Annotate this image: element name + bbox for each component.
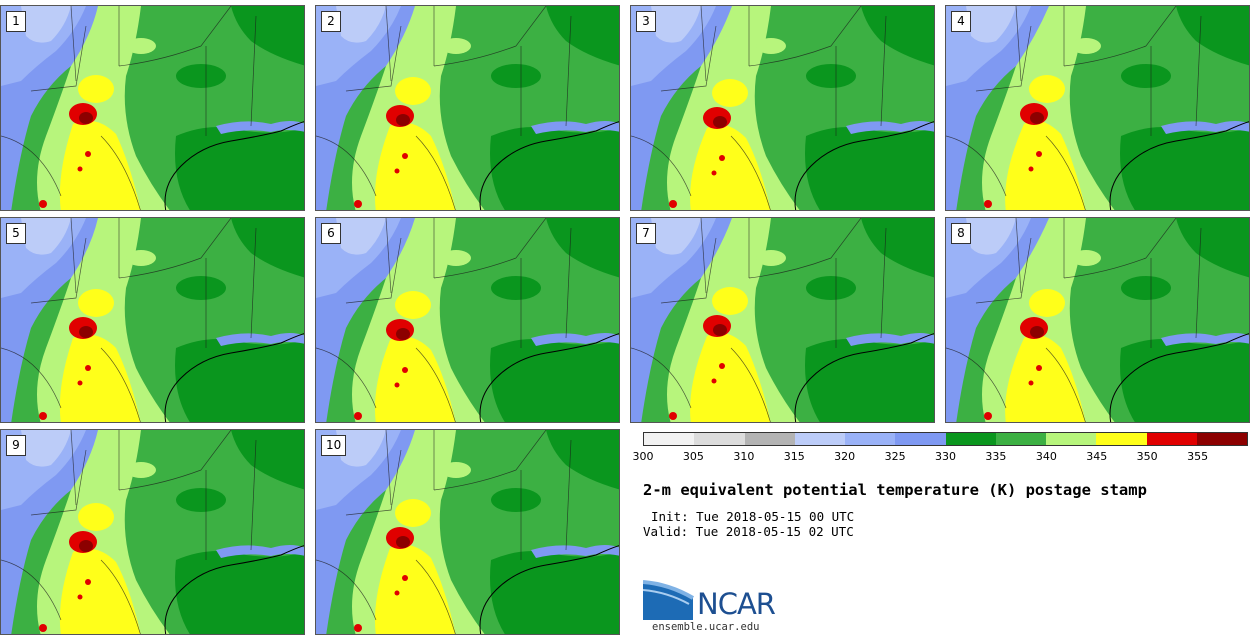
panel-label: 9 bbox=[6, 435, 26, 456]
map-image bbox=[316, 6, 619, 210]
map-image bbox=[946, 218, 1249, 422]
panel-label: 1 bbox=[6, 11, 26, 32]
panel-label: 4 bbox=[951, 11, 971, 32]
colorbar-tick-label: 330 bbox=[935, 450, 956, 463]
logo-url: ensemble.ucar.edu bbox=[652, 621, 760, 633]
colorbar-segment bbox=[895, 433, 946, 445]
map-panel: 4 bbox=[945, 5, 1250, 211]
map-image bbox=[1, 6, 304, 210]
colorbar-segment bbox=[1096, 433, 1147, 445]
map-image bbox=[1, 218, 304, 422]
panel-label: 8 bbox=[951, 223, 971, 244]
map-panel: 6 bbox=[315, 217, 620, 423]
colorbar-tick-label: 300 bbox=[632, 450, 654, 463]
init-time: Init: Tue 2018-05-15 00 UTC bbox=[651, 509, 855, 524]
map-panel: 7 bbox=[630, 217, 935, 423]
colorbar-segment bbox=[794, 433, 845, 445]
colorbar-segment bbox=[644, 433, 695, 445]
map-image bbox=[631, 218, 934, 422]
map-panel: 1 bbox=[0, 5, 305, 211]
colorbar-tick-label: 355 bbox=[1187, 450, 1209, 463]
logo-wordmark: NCAR bbox=[697, 587, 776, 621]
colorbar-ticks: 300 305 310 315 320 325 330 335 340 345 350 355 bbox=[633, 450, 1248, 466]
colorbar-segment bbox=[1146, 433, 1197, 445]
colorbar-tick-label: 305 bbox=[682, 450, 704, 463]
panel-label: 2 bbox=[321, 11, 341, 32]
map-panel: 8 bbox=[945, 217, 1250, 423]
map-panel: 10 bbox=[315, 429, 620, 635]
panel-label: 5 bbox=[6, 223, 26, 244]
map-image bbox=[631, 6, 934, 210]
panel-label: 6 bbox=[321, 223, 341, 244]
map-image bbox=[316, 218, 619, 422]
valid-time: Valid: Tue 2018-05-15 02 UTC bbox=[643, 524, 854, 539]
ncar-logo bbox=[643, 580, 695, 620]
colorbar-tick-label: 310 bbox=[733, 450, 755, 463]
colorbar-segment bbox=[1046, 433, 1097, 445]
colorbar-tick-label: 350 bbox=[1136, 450, 1158, 463]
colorbar-tick-label: 320 bbox=[834, 450, 856, 463]
map-panel: 3 bbox=[630, 5, 935, 211]
panel-label: 10 bbox=[321, 435, 347, 456]
map-image bbox=[316, 430, 619, 634]
map-panel: 9 bbox=[0, 429, 305, 635]
colorbar-tick-label: 340 bbox=[1035, 450, 1057, 463]
map-panel: 2 bbox=[315, 5, 620, 211]
colorbar bbox=[643, 432, 1248, 446]
colorbar-tick-label: 315 bbox=[783, 450, 805, 463]
colorbar-segment bbox=[1196, 433, 1247, 445]
colorbar-segment bbox=[845, 433, 896, 445]
colorbar-tick-label: 325 bbox=[884, 450, 906, 463]
colorbar-segment bbox=[744, 433, 795, 445]
panel-label: 7 bbox=[636, 223, 656, 244]
map-image bbox=[1, 430, 304, 634]
map-panel: 5 bbox=[0, 217, 305, 423]
colorbar-segment bbox=[995, 433, 1046, 445]
colorbar-segment bbox=[945, 433, 996, 445]
map-image bbox=[946, 6, 1249, 210]
panel-label: 3 bbox=[636, 11, 656, 32]
colorbar-tick-label: 345 bbox=[1086, 450, 1108, 463]
page-title: 2-m equivalent potential temperature (K)… bbox=[643, 481, 1147, 499]
colorbar-segment bbox=[694, 433, 745, 445]
colorbar-tick-label: 335 bbox=[985, 450, 1007, 463]
